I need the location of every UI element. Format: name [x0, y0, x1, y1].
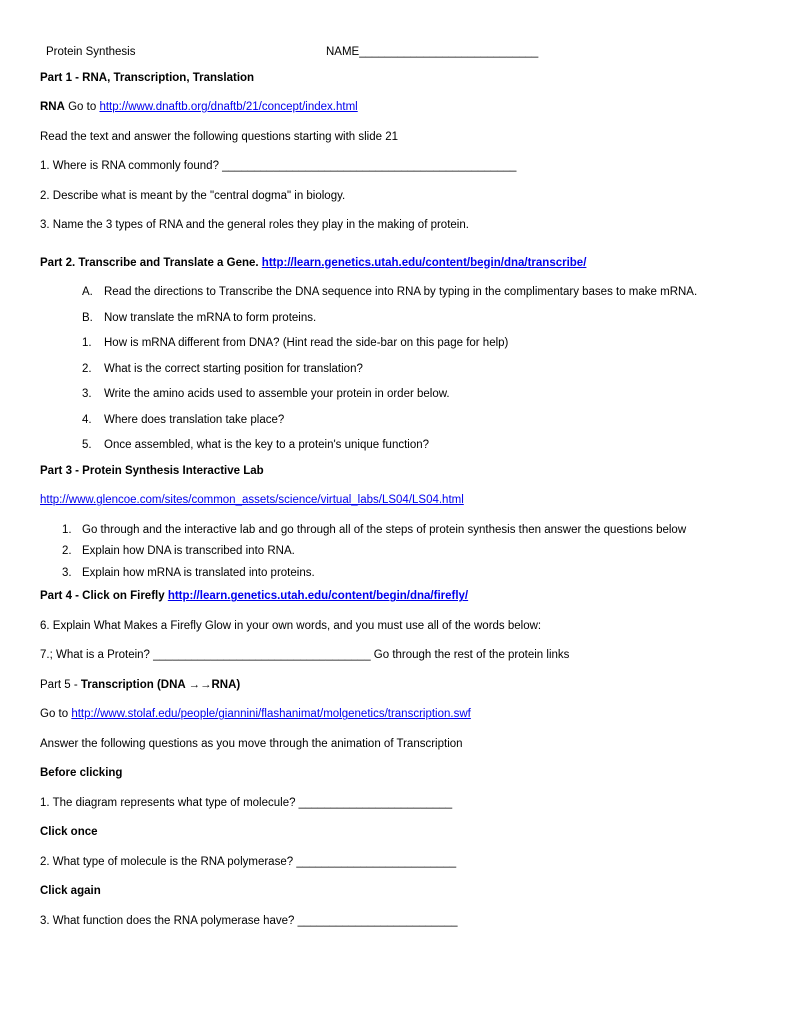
item-text: Now translate the mRNA to form proteins. [104, 311, 751, 327]
item-text: Once assembled, what is the key to a pro… [104, 438, 751, 454]
list-item: 2.Explain how DNA is transcribed into RN… [62, 544, 751, 560]
part1-heading: Part 1 - RNA, Transcription, Translation [40, 71, 751, 87]
name-field-label: NAME____________________________ [326, 45, 751, 61]
before-clicking-label: Before clicking [40, 766, 751, 782]
list-item: 3.Explain how mRNA is translated into pr… [62, 566, 751, 582]
part5-q3: 3. What function does the RNA polymerase… [40, 914, 751, 930]
item-text: Where does translation take place? [104, 413, 751, 429]
list-item: B.Now translate the mRNA to form protein… [82, 311, 751, 327]
click-again-label: Click again [40, 884, 751, 900]
part4-link[interactable]: http://learn.genetics.utah.edu/content/b… [168, 590, 468, 602]
part4-heading-text: Part 4 - Click on Firefly [40, 590, 168, 602]
part1-rna-line: RNA Go to http://www.dnaftb.org/dnaftb/2… [40, 100, 751, 116]
goto-text: Go to [40, 708, 71, 720]
list-item: 4.Where does translation take place? [82, 413, 751, 429]
part5-q1: 1. The diagram represents what type of m… [40, 796, 751, 812]
part4-heading: Part 4 - Click on Firefly http://learn.g… [40, 589, 751, 605]
goto-text: Go to [65, 101, 100, 113]
worksheet-page: Protein Synthesis NAME__________________… [0, 0, 791, 1024]
item-text: What is the correct starting position fo… [104, 362, 751, 378]
rna-label: RNA [40, 101, 65, 113]
part2-heading: Part 2. Transcribe and Translate a Gene.… [40, 256, 751, 272]
part5-prefix: Part 5 - [40, 679, 81, 691]
item-text: Write the amino acids used to assemble y… [104, 387, 751, 403]
part1-instruction: Read the text and answer the following q… [40, 130, 751, 146]
doc-title: Protein Synthesis [40, 45, 326, 61]
part1-q2: 2. Describe what is meant by the "centra… [40, 189, 751, 205]
part4-q7: 7.; What is a Protein? _________________… [40, 648, 751, 664]
item-marker: 2. [62, 544, 82, 560]
item-marker: 5. [82, 438, 104, 454]
part2-link[interactable]: http://learn.genetics.utah.edu/content/b… [262, 257, 587, 269]
item-marker: 1. [82, 336, 104, 352]
part5-instruction: Answer the following questions as you mo… [40, 737, 751, 753]
part3-link[interactable]: http://www.glencoe.com/sites/common_asse… [40, 494, 464, 506]
list-item: 1.Go through and the interactive lab and… [62, 523, 751, 539]
list-item: 2.What is the correct starting position … [82, 362, 751, 378]
list-item: 3.Write the amino acids used to assemble… [82, 387, 751, 403]
part1-q3: 3. Name the 3 types of RNA and the gener… [40, 218, 751, 234]
part3-link-line: http://www.glencoe.com/sites/common_asse… [40, 493, 751, 509]
item-text: Go through and the interactive lab and g… [82, 523, 751, 539]
header-row: Protein Synthesis NAME__________________… [40, 45, 751, 61]
item-marker: 3. [62, 566, 82, 582]
item-marker: 4. [82, 413, 104, 429]
part2-heading-text: Part 2. Transcribe and Translate a Gene. [40, 257, 262, 269]
click-once-label: Click once [40, 825, 751, 841]
item-text: Read the directions to Transcribe the DN… [104, 285, 751, 301]
part3-heading: Part 3 - Protein Synthesis Interactive L… [40, 464, 751, 480]
part5-goto-line: Go to http://www.stolaf.edu/people/giann… [40, 707, 751, 723]
list-item: 5.Once assembled, what is the key to a p… [82, 438, 751, 454]
part1-link[interactable]: http://www.dnaftb.org/dnaftb/21/concept/… [99, 101, 357, 113]
item-text: Explain how DNA is transcribed into RNA. [82, 544, 751, 560]
item-marker: 2. [82, 362, 104, 378]
item-marker: 3. [82, 387, 104, 403]
part5-heading: Part 5 - Transcription (DNA →→RNA) [40, 678, 751, 694]
part2-list: A.Read the directions to Transcribe the … [40, 285, 751, 454]
list-item: A.Read the directions to Transcribe the … [82, 285, 751, 301]
part3-list: 1.Go through and the interactive lab and… [40, 523, 751, 582]
part1-q1: 1. Where is RNA commonly found? ________… [40, 159, 751, 175]
part4-q6: 6. Explain What Makes a Firefly Glow in … [40, 619, 751, 635]
part5-link[interactable]: http://www.stolaf.edu/people/giannini/fl… [71, 708, 471, 720]
item-marker: 1. [62, 523, 82, 539]
item-text: How is mRNA different from DNA? (Hint re… [104, 336, 751, 352]
part5-heading-bold: Transcription (DNA →→RNA) [81, 679, 240, 691]
item-marker: A. [82, 285, 104, 301]
part5-q2: 2. What type of molecule is the RNA poly… [40, 855, 751, 871]
item-marker: B. [82, 311, 104, 327]
list-item: 1.How is mRNA different from DNA? (Hint … [82, 336, 751, 352]
item-text: Explain how mRNA is translated into prot… [82, 566, 751, 582]
